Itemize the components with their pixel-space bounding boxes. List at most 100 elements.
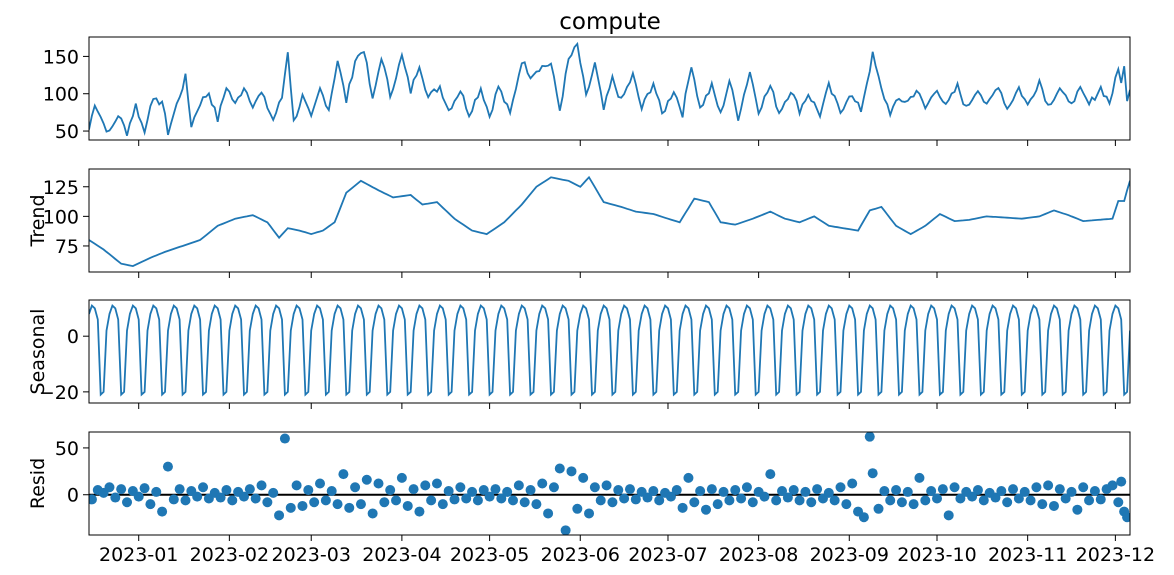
resid-point (1008, 484, 1019, 495)
resid-point (624, 484, 635, 495)
resid-point (873, 503, 884, 514)
resid-point (502, 486, 513, 497)
resid-point (1054, 484, 1065, 495)
resid-point (1060, 493, 1071, 504)
x-tick-label: 2023-12 (1076, 544, 1155, 566)
panel-resid: 0 50 2023-01 2023-02 2023-03 2023-04 2023-05 20… (27, 431, 1155, 566)
resid-point (902, 486, 913, 497)
resid-point (932, 493, 943, 504)
resid-point (244, 484, 255, 495)
axes-frame (88, 299, 1131, 404)
resid-point (601, 480, 612, 491)
resid-point (180, 495, 191, 506)
resid-point (116, 484, 127, 495)
resid-point (472, 495, 483, 506)
x-tick-label: 2023-02 (190, 544, 269, 566)
resid-point (402, 500, 413, 511)
x-tick-label: 2023-08 (719, 544, 798, 566)
resid-point (1107, 480, 1118, 491)
resid-point (320, 495, 331, 506)
resid-point (800, 486, 811, 497)
resid-point (531, 499, 542, 510)
axes-frame (88, 168, 1131, 273)
resid-point (706, 484, 717, 495)
resid-point (508, 495, 519, 506)
resid-point (426, 495, 437, 506)
resid-point (344, 502, 355, 513)
resid-point (978, 495, 989, 506)
resid-point (122, 497, 133, 508)
y-tick-label: 150 (43, 46, 79, 68)
resid-point (543, 508, 554, 519)
resid-point (478, 485, 489, 496)
resid-point (157, 506, 168, 517)
resid-point (949, 482, 960, 493)
resid-point (1025, 495, 1036, 506)
resid-point (1122, 512, 1130, 523)
resid-point (665, 491, 676, 502)
resid-point (396, 472, 407, 483)
resid-point (747, 497, 758, 508)
x-tick-label: 2023-07 (628, 544, 707, 566)
resid-point (654, 495, 665, 506)
resid-point (595, 495, 606, 506)
resid-point (823, 487, 834, 498)
resid-point (355, 499, 366, 510)
resid-point (864, 432, 875, 442)
resid-point (420, 480, 431, 491)
resid-point (455, 482, 466, 493)
x-tick-label: 2023-11 (988, 544, 1067, 566)
resid-point (765, 469, 776, 480)
resid-point (89, 494, 97, 505)
resid-point (519, 497, 530, 508)
resid-point (221, 485, 232, 496)
resid-point (1002, 497, 1013, 508)
panel-observed: 50 100 150 (43, 36, 1131, 146)
resid-point (847, 478, 858, 489)
resid-point (291, 480, 302, 491)
resid-point (285, 502, 296, 513)
resid-point (806, 497, 817, 508)
resid-point (841, 499, 852, 510)
resid-point (937, 484, 948, 495)
resid-point (174, 484, 185, 495)
resid-point (1037, 499, 1048, 510)
resid-point (110, 492, 121, 503)
resid-point (104, 482, 115, 493)
resid-point (712, 499, 723, 510)
resid-point (891, 485, 902, 496)
resid-point (461, 493, 472, 504)
resid-point (215, 492, 226, 503)
resid-point (759, 491, 770, 502)
resid-point (718, 486, 729, 497)
resid-point (858, 512, 869, 523)
x-tick-label: 2023-10 (897, 544, 976, 566)
resid-point (908, 499, 919, 510)
resid-point (484, 491, 495, 502)
observed-line (89, 41, 1130, 137)
resid-point (788, 485, 799, 496)
resid-point (449, 494, 460, 505)
y-tick-label: 0 (67, 485, 79, 507)
resid-point (303, 485, 314, 496)
resid-point (431, 478, 442, 489)
resid-point (443, 485, 454, 496)
resid-point (385, 485, 396, 496)
resid-point (867, 468, 878, 479)
y-tick-label: 100 (43, 206, 79, 228)
y-tick-label: 50 (55, 121, 79, 143)
y-axis-label: Seasonal (27, 309, 49, 395)
resid-point (262, 497, 273, 508)
resid-point (198, 482, 209, 493)
resid-point (879, 485, 890, 496)
resid-point (361, 474, 372, 485)
resid-point (1078, 482, 1089, 493)
resid-point (373, 478, 384, 489)
resid-point (724, 495, 735, 506)
y-tick-label: −20 (39, 382, 79, 404)
panel-seasonal: −20 0 Seasonal (27, 299, 1131, 409)
resid-point (955, 493, 966, 504)
resid-point (309, 497, 320, 508)
resid-point (584, 508, 595, 519)
x-tick-label: 2023-04 (362, 544, 441, 566)
